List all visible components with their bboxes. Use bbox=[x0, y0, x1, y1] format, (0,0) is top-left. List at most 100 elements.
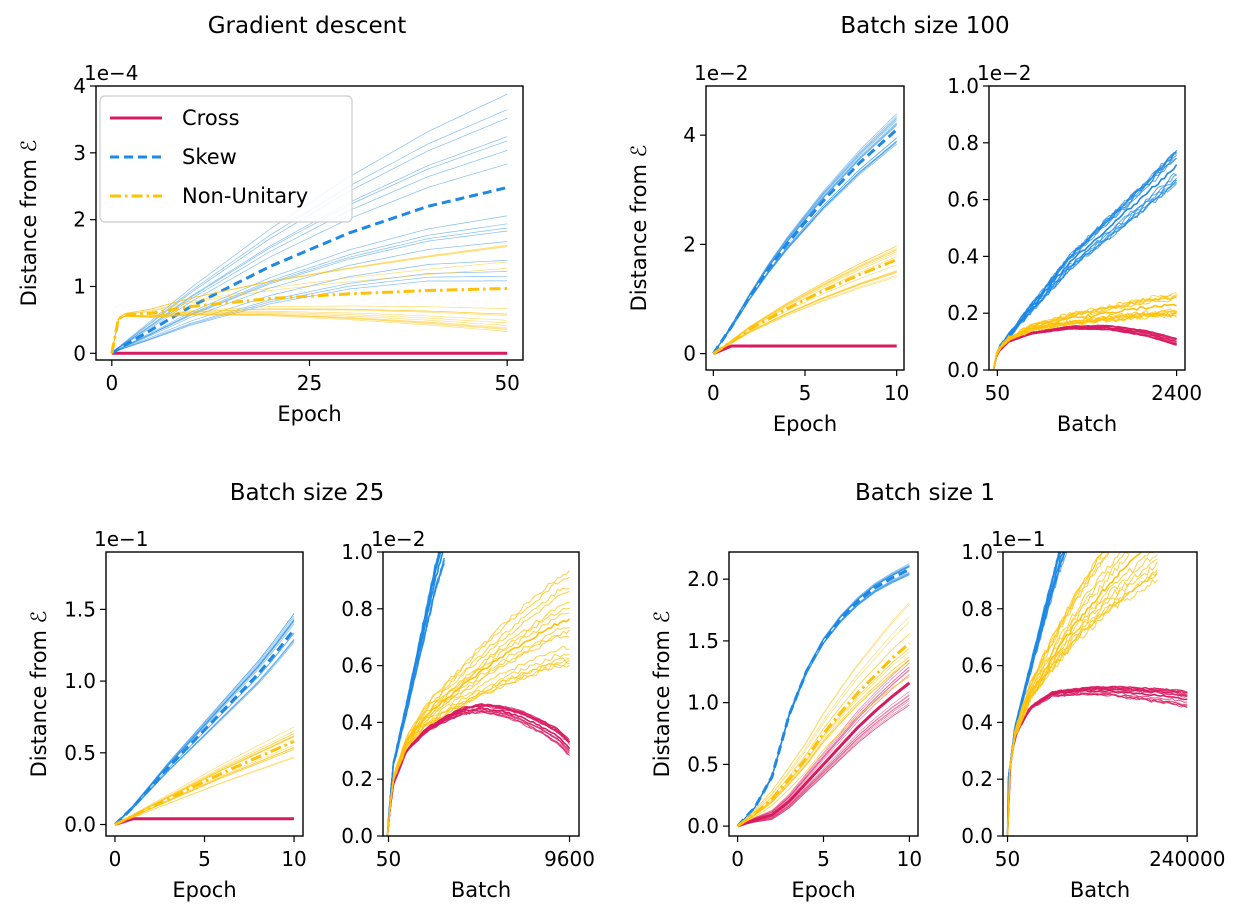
offset-label: 1e−2 bbox=[371, 527, 426, 551]
plot-area bbox=[386, 552, 571, 836]
trace-non-unitary bbox=[737, 676, 910, 827]
trace-skew bbox=[387, 552, 441, 836]
series-line-skew bbox=[113, 628, 296, 826]
trace-non-unitary bbox=[1007, 561, 1158, 836]
y-tick-label: 0.4 bbox=[961, 710, 993, 734]
trace-skew bbox=[713, 125, 897, 354]
x-tick-label: 0 bbox=[707, 381, 720, 405]
trace-cross bbox=[737, 662, 910, 827]
trace-non-unitary bbox=[111, 314, 508, 354]
x-axis-label: Batch bbox=[1057, 412, 1117, 436]
y-tick-label: 0.4 bbox=[947, 244, 979, 268]
trace-non-unitary bbox=[713, 275, 897, 354]
trace-cross bbox=[1007, 693, 1188, 835]
trace-non-unitary bbox=[111, 244, 508, 354]
trace-skew bbox=[737, 573, 910, 827]
trace-non-unitary bbox=[737, 651, 910, 827]
plot-area bbox=[712, 113, 898, 355]
series-line-non-unitary bbox=[712, 258, 898, 355]
trace-non-unitary bbox=[114, 730, 295, 825]
trace-non-unitary bbox=[387, 590, 570, 836]
trace-skew bbox=[713, 141, 897, 354]
trace-non-unitary bbox=[737, 633, 910, 827]
trace-non-unitary bbox=[114, 757, 295, 825]
plot-area bbox=[992, 149, 1178, 370]
y-tick-label: 1.0 bbox=[64, 669, 96, 693]
y-tick-label: 1.5 bbox=[64, 597, 96, 621]
trace-skew bbox=[387, 552, 441, 836]
chart-panel-7: 50 240000 0.0 0.2 0.4 0.6 0.8 1.01e−1 Batch bbox=[961, 527, 1225, 902]
trace-non-unitary bbox=[713, 271, 897, 354]
series-line-non-unitary bbox=[386, 618, 571, 836]
trace-cross bbox=[737, 666, 910, 827]
trace-non-unitary bbox=[111, 246, 508, 354]
legend-label-non-unitary: Non-Unitary bbox=[182, 184, 308, 208]
series-line-skew bbox=[992, 164, 1178, 369]
x-axis-label: Epoch bbox=[277, 402, 341, 426]
trace-non-unitary bbox=[737, 648, 910, 827]
trace-skew bbox=[713, 124, 897, 354]
x-tick-label: 50 bbox=[995, 847, 1020, 871]
trace-skew bbox=[111, 223, 508, 354]
y-axis-label: Distance from ℰ bbox=[27, 611, 51, 778]
y-tick-label: 0.2 bbox=[961, 767, 993, 791]
x-tick-label: 240000 bbox=[1149, 847, 1225, 871]
x-tick-label: 5 bbox=[799, 381, 812, 405]
chart-panel-6: 0 5 10 0.0 0.5 1.0 1.5 2.0 Epoch Distance from ℰ bbox=[650, 551, 922, 902]
y-tick-label: 1 bbox=[73, 274, 86, 298]
series-line-skew bbox=[1006, 552, 1064, 836]
chart-panel-3: 50 2400 0.0 0.2 0.4 0.6 0.8 1.01e−2 Batch bbox=[947, 61, 1202, 436]
trace-cross bbox=[1007, 687, 1188, 836]
trace-cross bbox=[1007, 685, 1188, 836]
trace-non-unitary bbox=[387, 657, 570, 836]
trace-cross bbox=[737, 691, 910, 827]
offset-label: 1e−1 bbox=[94, 527, 149, 551]
axes-frame bbox=[728, 551, 919, 837]
trace-skew bbox=[713, 122, 897, 354]
y-tick-label: 0.5 bbox=[64, 741, 96, 765]
series-line-cross bbox=[992, 326, 1177, 370]
plot-area bbox=[736, 563, 911, 828]
legend-box bbox=[99, 95, 353, 223]
y-tick-label: 0.2 bbox=[947, 301, 979, 325]
trace-non-unitary bbox=[111, 314, 508, 354]
y-axis-label: Distance from ℰ bbox=[627, 145, 651, 312]
trace-non-unitary bbox=[387, 653, 570, 836]
offset-label: 1e−4 bbox=[84, 61, 139, 85]
trace-skew bbox=[387, 563, 445, 836]
trace-non-unitary bbox=[111, 311, 508, 354]
x-tick-label: 50 bbox=[376, 847, 401, 871]
trace-non-unitary bbox=[111, 310, 508, 354]
offset-label: 1e−2 bbox=[977, 61, 1032, 85]
trace-skew bbox=[993, 180, 1177, 370]
y-tick-label: 2.0 bbox=[687, 567, 719, 591]
y-tick-label: 0.8 bbox=[341, 597, 373, 621]
trace-cross bbox=[1007, 685, 1188, 835]
x-tick-label: 5 bbox=[198, 847, 211, 871]
trace-non-unitary bbox=[387, 658, 570, 836]
trace-skew bbox=[737, 573, 910, 827]
y-tick-label: 4 bbox=[683, 123, 696, 147]
panel-title-batch-1: Batch size 1 bbox=[855, 480, 995, 506]
trace-skew bbox=[387, 552, 441, 836]
trace-non-unitary bbox=[1007, 552, 1121, 836]
x-tick-label: 0 bbox=[731, 847, 744, 871]
trace-skew bbox=[737, 565, 910, 827]
trace-non-unitary bbox=[114, 744, 295, 825]
trace-cross bbox=[737, 702, 910, 827]
trace-cross bbox=[1007, 685, 1188, 836]
plot-area bbox=[110, 93, 508, 355]
trace-non-unitary bbox=[737, 660, 910, 827]
x-tick-label: 50 bbox=[985, 381, 1010, 405]
y-tick-label: 0.6 bbox=[947, 188, 979, 212]
trace-skew bbox=[387, 558, 445, 835]
x-tick-label: 9600 bbox=[544, 847, 595, 871]
trace-skew bbox=[993, 181, 1177, 370]
panel-title-batch-100: Batch size 100 bbox=[840, 13, 1009, 39]
trace-skew bbox=[713, 137, 897, 354]
trace-skew bbox=[993, 151, 1177, 370]
trace-skew bbox=[387, 558, 445, 836]
trace-cross bbox=[1007, 685, 1188, 836]
offset-label: 1e−1 bbox=[991, 527, 1046, 551]
series-line-cross bbox=[114, 817, 294, 826]
